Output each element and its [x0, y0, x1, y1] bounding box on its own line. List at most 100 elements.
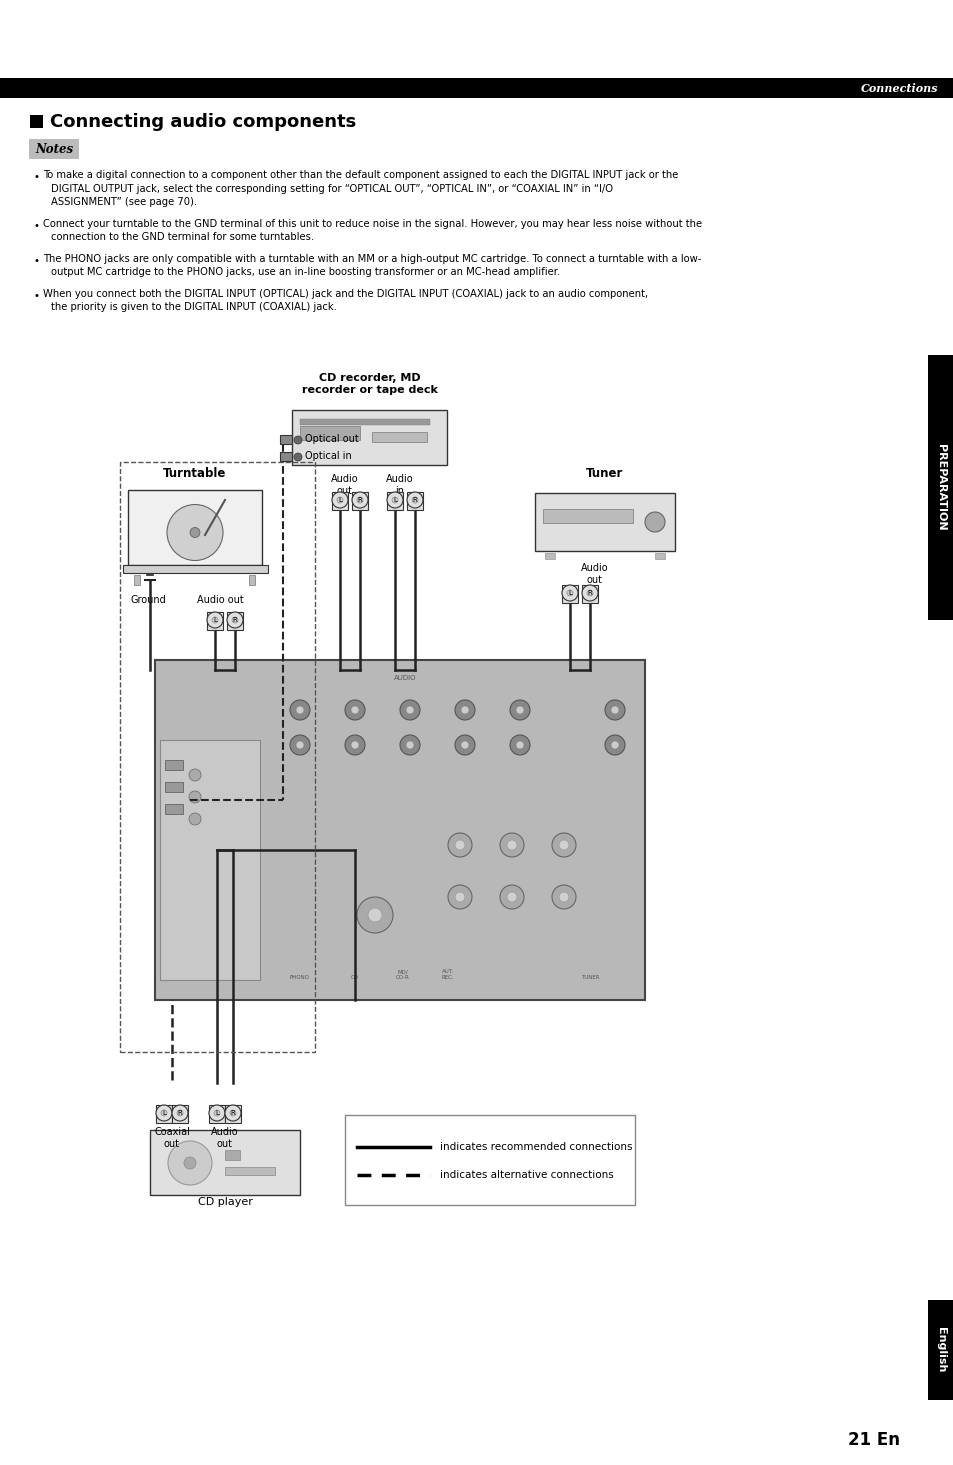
- Circle shape: [352, 492, 368, 508]
- Text: Optical out: Optical out: [305, 434, 358, 444]
- Text: R: R: [233, 617, 237, 623]
- Text: connection to the GND terminal for some turntables.: connection to the GND terminal for some …: [51, 231, 314, 242]
- Circle shape: [455, 700, 475, 719]
- Text: L: L: [213, 617, 216, 623]
- Circle shape: [356, 497, 363, 502]
- Circle shape: [189, 813, 201, 825]
- Circle shape: [499, 885, 523, 908]
- Circle shape: [294, 453, 302, 461]
- Circle shape: [332, 492, 348, 508]
- Circle shape: [516, 706, 523, 713]
- FancyBboxPatch shape: [154, 661, 644, 1001]
- Bar: [122, 565, 267, 573]
- Text: Audio
out: Audio out: [331, 475, 358, 495]
- Circle shape: [232, 617, 237, 623]
- Circle shape: [351, 706, 358, 713]
- Circle shape: [392, 497, 397, 502]
- Text: Tuner: Tuner: [586, 467, 623, 481]
- Text: 21 En: 21 En: [847, 1431, 899, 1449]
- Circle shape: [212, 617, 218, 623]
- Circle shape: [230, 1110, 235, 1116]
- Bar: [207, 612, 223, 630]
- Bar: [581, 585, 598, 604]
- Circle shape: [552, 834, 576, 857]
- Text: AUT.
REC.: AUT. REC.: [441, 970, 454, 980]
- Text: Audio out: Audio out: [196, 595, 243, 605]
- Text: English: English: [935, 1327, 945, 1373]
- Text: AUDIO: AUDIO: [394, 675, 416, 681]
- Circle shape: [448, 834, 472, 857]
- Text: L: L: [567, 590, 572, 596]
- Circle shape: [460, 706, 469, 713]
- Circle shape: [227, 612, 243, 628]
- Circle shape: [156, 1105, 172, 1121]
- Text: PREPARATION: PREPARATION: [935, 444, 945, 530]
- Text: Ground: Ground: [130, 595, 166, 605]
- Text: Turntable: Turntable: [163, 467, 227, 481]
- Text: Coaxial
out: Coaxial out: [153, 1127, 190, 1149]
- Circle shape: [290, 700, 310, 719]
- Circle shape: [510, 700, 530, 719]
- Circle shape: [586, 590, 593, 596]
- Text: Notes: Notes: [35, 142, 73, 155]
- Circle shape: [345, 700, 365, 719]
- Bar: [134, 574, 140, 585]
- Text: L: L: [214, 1110, 218, 1116]
- Bar: [165, 782, 183, 793]
- Circle shape: [455, 892, 464, 902]
- Circle shape: [552, 885, 576, 908]
- Bar: [120, 461, 314, 1052]
- Text: indicates recommended connections: indicates recommended connections: [439, 1143, 632, 1151]
- Text: R: R: [357, 497, 362, 502]
- Circle shape: [412, 497, 417, 502]
- Bar: [280, 453, 292, 461]
- Circle shape: [506, 839, 517, 850]
- Circle shape: [558, 892, 568, 902]
- Text: TUNER: TUNER: [580, 976, 598, 980]
- Circle shape: [406, 741, 414, 749]
- Text: CD player: CD player: [197, 1197, 253, 1207]
- Text: Connect your turntable to the GND terminal of this unit to reduce noise in the s: Connect your turntable to the GND termin…: [43, 218, 701, 229]
- Circle shape: [356, 897, 393, 933]
- Circle shape: [406, 706, 414, 713]
- Circle shape: [167, 504, 223, 561]
- Text: the priority is given to the DIGITAL INPUT (COAXIAL) jack.: the priority is given to the DIGITAL INP…: [51, 302, 336, 312]
- Circle shape: [190, 527, 200, 538]
- Text: •: •: [33, 255, 39, 265]
- Text: L: L: [162, 1110, 166, 1116]
- Text: DIGITAL OUTPUT jack, select the corresponding setting for “OPTICAL OUT”, “OPTICA: DIGITAL OUTPUT jack, select the correspo…: [51, 183, 613, 193]
- Bar: [372, 432, 427, 442]
- Circle shape: [207, 612, 223, 628]
- Bar: [250, 574, 255, 585]
- Circle shape: [184, 1157, 195, 1169]
- Bar: [280, 435, 292, 444]
- Circle shape: [455, 839, 464, 850]
- Circle shape: [581, 585, 598, 601]
- Circle shape: [213, 1110, 220, 1116]
- Bar: [225, 1150, 240, 1160]
- Text: R: R: [413, 497, 416, 502]
- Circle shape: [506, 892, 517, 902]
- Bar: [387, 492, 402, 510]
- Bar: [156, 1105, 172, 1124]
- Text: The PHONO jacks are only compatible with a turntable with an MM or a high-output: The PHONO jacks are only compatible with…: [43, 253, 700, 264]
- Circle shape: [399, 700, 419, 719]
- Text: CD recorder, MD
recorder or tape deck: CD recorder, MD recorder or tape deck: [302, 374, 437, 396]
- Circle shape: [294, 437, 302, 444]
- Circle shape: [460, 741, 469, 749]
- Text: •: •: [33, 171, 39, 182]
- Bar: [225, 1168, 274, 1175]
- Circle shape: [604, 735, 624, 754]
- FancyBboxPatch shape: [293, 410, 447, 464]
- Circle shape: [295, 741, 304, 749]
- Text: Optical in: Optical in: [305, 451, 352, 461]
- Circle shape: [368, 908, 381, 921]
- Bar: [225, 1105, 241, 1124]
- Text: PHONO: PHONO: [290, 976, 310, 980]
- Circle shape: [168, 1141, 212, 1185]
- Bar: [407, 492, 422, 510]
- Text: To make a digital connection to a component other than the default component ass: To make a digital connection to a compon…: [43, 170, 678, 180]
- Bar: [332, 492, 348, 510]
- Circle shape: [516, 741, 523, 749]
- Circle shape: [351, 741, 358, 749]
